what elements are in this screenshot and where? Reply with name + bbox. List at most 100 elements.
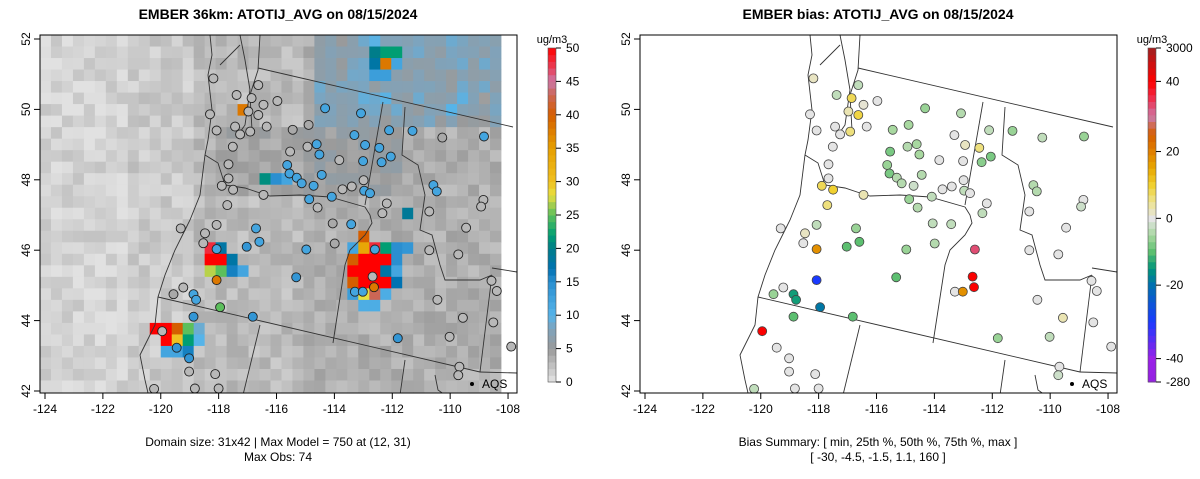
grid-cell <box>336 138 348 151</box>
grid-cell <box>226 127 238 140</box>
grid-cell <box>61 288 74 301</box>
grid-cell <box>446 58 458 70</box>
y-tick-label: 46 <box>619 243 633 257</box>
obs-stations <box>149 73 517 393</box>
colorbar-swatch <box>1148 361 1156 370</box>
grid-cell <box>490 138 502 151</box>
grid-cell <box>149 253 162 266</box>
grid-cell <box>61 138 74 151</box>
grid-cell <box>479 150 491 163</box>
grid-cell <box>105 207 118 220</box>
grid-cell <box>226 58 238 70</box>
grid-cell <box>270 35 282 47</box>
right-footer-line1: Bias Summary: [ min, 25th %, 50th %, 75t… <box>739 435 1018 449</box>
grid-cell <box>303 69 315 82</box>
grid-cell <box>303 288 315 301</box>
obs-station-marker <box>235 129 246 140</box>
grid-cell <box>40 161 52 174</box>
grid-cell <box>424 161 436 174</box>
grid-cell <box>237 253 249 266</box>
grid-cell <box>325 311 337 324</box>
obs-station-marker <box>369 244 380 255</box>
grid-cell <box>182 219 195 232</box>
grid-cell <box>138 253 151 266</box>
grid-cell <box>369 46 381 59</box>
grid-cell <box>358 253 370 266</box>
grid-cell <box>435 69 447 82</box>
grid-cell <box>248 322 260 335</box>
grid-cell <box>83 265 96 278</box>
grid-cell <box>270 230 282 243</box>
border-line <box>399 359 406 393</box>
grid-cell <box>72 219 85 232</box>
grid-cell <box>215 161 227 174</box>
x-tick-label: -112 <box>381 402 404 416</box>
grid-cell <box>468 161 480 174</box>
grid-cell <box>116 334 129 347</box>
grid-cell <box>83 368 96 381</box>
grid-cell <box>259 161 271 174</box>
grid-cell <box>281 380 293 393</box>
grid-cell <box>402 253 414 266</box>
obs-station-marker <box>437 132 448 143</box>
border-line <box>1079 274 1093 373</box>
grid-cell <box>83 242 96 255</box>
obs-station-marker <box>205 109 215 120</box>
grid-cell <box>50 104 63 117</box>
grid-cell <box>105 334 118 347</box>
grid-cell <box>347 58 359 70</box>
grid-cell <box>369 161 381 174</box>
grid-cell <box>314 184 326 197</box>
grid-cell <box>171 184 184 197</box>
grid-cell <box>61 322 74 335</box>
grid-cell <box>127 138 140 151</box>
grid-cell <box>259 311 271 324</box>
colorbar-tick-label: 5 <box>566 342 573 356</box>
grid-cell <box>226 81 238 93</box>
grid-cell <box>40 380 52 393</box>
grid-cell <box>358 161 370 174</box>
colorbar-swatch <box>548 295 556 303</box>
colorbar-tick-label: 0 <box>1166 211 1173 225</box>
grid-cell <box>50 150 63 163</box>
grid-cell <box>358 46 370 59</box>
obs-station-marker <box>486 275 497 286</box>
grid-cell <box>424 58 436 70</box>
bias-station-marker <box>853 80 864 90</box>
bias-station-marker <box>946 181 957 192</box>
grid-cell <box>160 380 173 393</box>
grid-cell <box>94 104 107 117</box>
bias-station-marker <box>811 244 822 255</box>
left-title: EMBER 36km: ATOTIJ_AVG on 08/15/2024 <box>139 6 418 22</box>
border-line <box>157 296 481 373</box>
grid-cell <box>424 311 436 324</box>
grid-cell <box>182 115 195 128</box>
grid-cell <box>83 253 96 266</box>
obs-station-marker <box>424 206 435 217</box>
grid-cell <box>468 173 480 186</box>
obs-station-marker <box>285 146 296 157</box>
x-tick-label: -116 <box>865 402 888 416</box>
obs-station-marker <box>461 222 472 233</box>
grid-cell <box>204 345 217 358</box>
grid-cell <box>50 230 63 243</box>
grid-cell <box>226 265 238 278</box>
grid-cell <box>226 380 238 393</box>
grid-cell <box>127 173 140 186</box>
grid-cell <box>40 219 52 232</box>
grid-cell <box>468 334 480 347</box>
grid-cell <box>204 46 217 59</box>
grid-cell <box>347 150 359 163</box>
grid-cell <box>83 161 96 174</box>
grid-cell <box>193 345 206 358</box>
grid-cell <box>303 46 315 59</box>
grid-cell <box>281 138 293 151</box>
grid-cell <box>292 368 304 381</box>
grid-cell <box>314 288 326 301</box>
grid-cell <box>50 173 63 186</box>
grid-cell <box>94 265 107 278</box>
obs-station-marker <box>241 241 252 252</box>
grid-cell <box>446 161 458 174</box>
